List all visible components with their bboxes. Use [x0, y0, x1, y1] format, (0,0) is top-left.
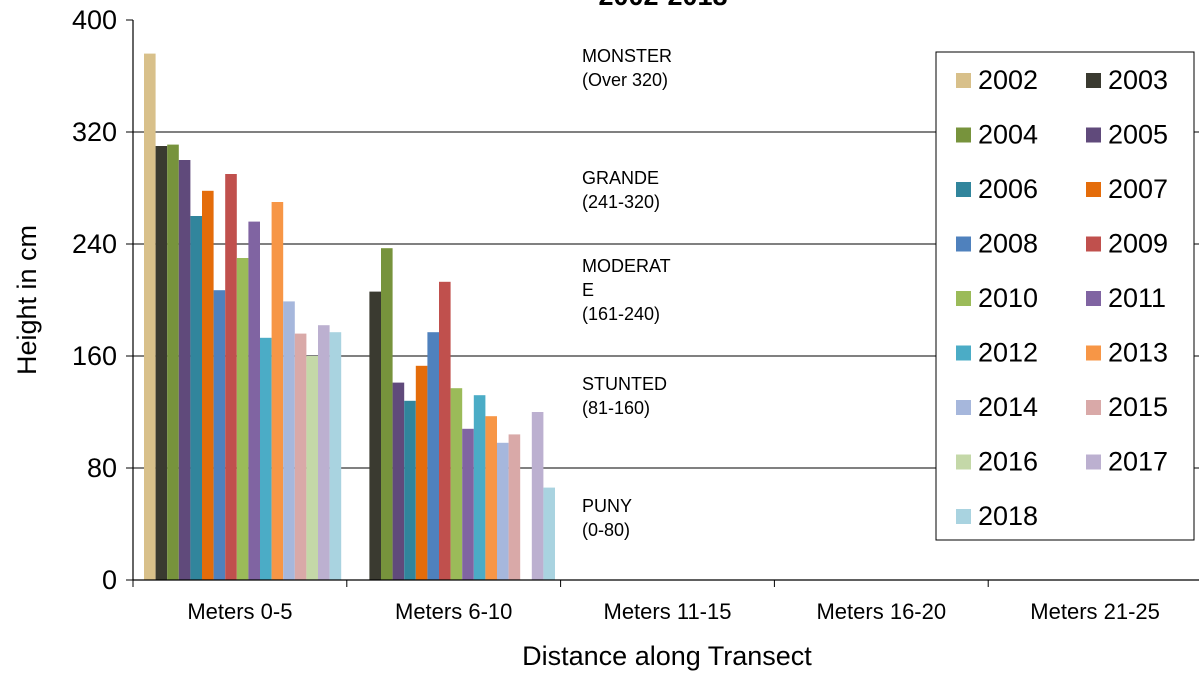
- x-tick-label: Meters 21-25: [1030, 599, 1160, 624]
- legend-swatch-2017: [1086, 454, 1101, 470]
- annotation-label: MODERAT: [582, 256, 671, 276]
- bar-2007-1: [415, 365, 428, 580]
- bar-2003-0: [155, 146, 168, 580]
- y-tick-label: 320: [72, 117, 117, 147]
- bar-2018-1: [543, 487, 555, 580]
- legend-swatch-2013: [1086, 345, 1101, 361]
- legend-swatch-2010: [956, 291, 971, 306]
- bar-2004-1: [381, 248, 393, 580]
- bar-2004-0: [167, 144, 179, 580]
- legend-swatch-2004: [956, 127, 971, 143]
- legend-label: 2006: [978, 174, 1038, 204]
- bar-2008-1: [427, 332, 439, 580]
- y-tick-label: 240: [72, 229, 117, 259]
- legend-swatch-2003: [1086, 73, 1101, 88]
- bar-2007-0: [202, 190, 214, 581]
- bar-2017-1: [531, 412, 544, 580]
- x-axis-ticks: Meters 0-5 Meters 6-10 Meters 11-15 Meters …: [132, 580, 1160, 624]
- legend-label: 2013: [1108, 338, 1168, 368]
- legend-box: [935, 51, 1195, 541]
- bar-2002-0: [144, 53, 156, 581]
- legend-swatch-2006: [956, 182, 971, 197]
- legend-swatch-2014: [956, 400, 971, 415]
- category-annotations: MONSTER (Over 320) GRANDE (241-320) MODERAT E…: [582, 46, 672, 540]
- x-tick-label: Meters 6-10: [395, 599, 512, 624]
- x-tick-label: Meters 0-5: [187, 599, 292, 624]
- x-tick-label: Meters 11-15: [604, 599, 732, 624]
- chart-title: 2002-2018: [598, 0, 727, 11]
- annotation-label: (161-240): [582, 304, 660, 324]
- bar-2013-0: [271, 202, 284, 580]
- bar-2015-1: [508, 434, 521, 580]
- legend-swatch-2015: [1086, 400, 1101, 415]
- annotation-label: GRANDE: [582, 168, 659, 188]
- legend-label: 2008: [978, 229, 1038, 259]
- legend-swatch-2007: [1086, 182, 1101, 197]
- legend-label: 2005: [1108, 120, 1168, 150]
- bar-2018-0: [329, 332, 342, 580]
- bar-2009-0: [225, 174, 237, 580]
- bar-2010-1: [450, 388, 463, 580]
- x-tick-label: Meters 16-20: [816, 599, 946, 624]
- bar-2012-0: [260, 337, 272, 580]
- legend-swatch-2005: [1086, 127, 1101, 143]
- legend-label: 2016: [978, 447, 1038, 477]
- bar-2010-0: [236, 258, 249, 580]
- legend-label: 2004: [978, 120, 1038, 150]
- annotation-label: STUNTED: [582, 374, 667, 394]
- y-tick-label: 80: [87, 453, 117, 483]
- bar-2005-1: [392, 382, 405, 580]
- legend-label: 2011: [1108, 283, 1166, 313]
- bar-2009-1: [439, 281, 451, 580]
- annotation-label: PUNY: [582, 496, 632, 516]
- x-axis-label: Distance along Transect: [522, 641, 812, 671]
- bar-2008-0: [213, 290, 226, 580]
- legend-swatch-2009: [1086, 236, 1101, 252]
- annotation-label: (0-80): [582, 520, 630, 540]
- legend-label: 2010: [978, 283, 1038, 313]
- bar-2006-0: [190, 216, 202, 580]
- annotation-label: (Over 320): [582, 70, 668, 90]
- legend-label: 2007: [1108, 174, 1168, 204]
- bar-2006-1: [404, 400, 416, 580]
- bar-2013-1: [485, 416, 497, 580]
- legend-swatch-2012: [956, 345, 971, 361]
- bar-2015-0: [294, 333, 307, 580]
- bar-2016-0: [306, 356, 318, 580]
- bar-2012-1: [473, 395, 486, 580]
- bar-2017-0: [318, 325, 330, 580]
- legend-label: 2018: [978, 501, 1038, 531]
- legend-swatch-2016: [956, 454, 971, 470]
- legend-swatch-2008: [956, 236, 971, 252]
- legend-swatch-2011: [1086, 291, 1101, 306]
- y-tick-label: 0: [102, 565, 117, 595]
- bar-2014-1: [497, 442, 509, 580]
- legend-label: 2014: [978, 392, 1038, 422]
- annotation-label: (241-320): [582, 192, 660, 212]
- annotation-label: E: [582, 280, 594, 300]
- bar-2014-0: [283, 301, 295, 580]
- legend-swatch-2002: [956, 73, 971, 88]
- bars: [144, 53, 555, 581]
- legend-label: 2002: [978, 65, 1038, 95]
- bar-2011-0: [248, 221, 260, 580]
- legend-label: 2009: [1108, 229, 1168, 259]
- y-axis-label: Height in cm: [12, 225, 42, 375]
- bar-2003-1: [369, 291, 381, 580]
- bar-2005-0: [178, 160, 191, 580]
- y-tick-label: 400: [72, 5, 117, 35]
- annotation-label: MONSTER: [582, 46, 672, 66]
- y-tick-label: 160: [72, 341, 117, 371]
- bar-2011-1: [462, 428, 474, 580]
- legend-label: 2015: [1108, 392, 1168, 422]
- annotation-label: (81-160): [582, 398, 650, 418]
- legend-swatch-2018: [956, 509, 971, 524]
- legend-label: 2003: [1108, 65, 1168, 95]
- legend-label: 2017: [1108, 447, 1168, 477]
- legend-label: 2012: [978, 338, 1038, 368]
- legend: 2002 2003 2004 2005 2006 2007 2008 2009 2010 2011…: [935, 51, 1195, 541]
- y-axis-ticks: 0 80 160 240 320 400: [72, 5, 133, 595]
